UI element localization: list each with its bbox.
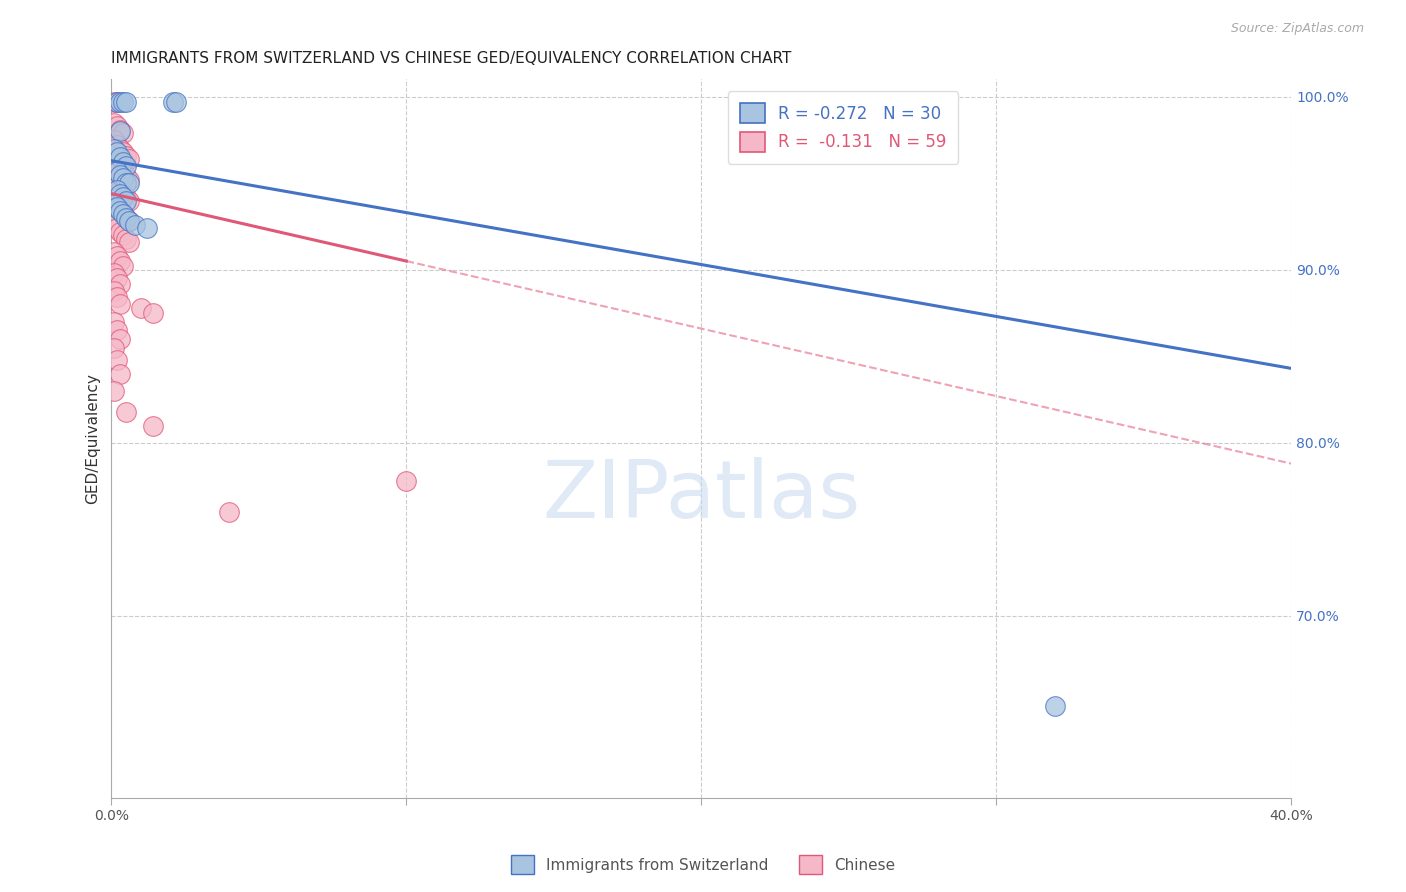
Point — [162, 95, 184, 109]
Point — [115, 194, 138, 208]
Point — [110, 203, 132, 218]
Point — [110, 277, 132, 291]
Point — [110, 183, 132, 197]
Point — [105, 271, 128, 285]
Point — [110, 332, 132, 346]
Point — [110, 254, 132, 268]
Point — [112, 145, 135, 159]
Point — [142, 418, 165, 433]
Point — [112, 207, 135, 221]
Point — [110, 225, 132, 239]
Point — [105, 179, 128, 194]
Point — [110, 186, 132, 201]
Legend: Immigrants from Switzerland, Chinese: Immigrants from Switzerland, Chinese — [505, 849, 901, 880]
Y-axis label: GED/Equivalency: GED/Equivalency — [86, 373, 100, 504]
Point — [118, 173, 141, 187]
Point — [105, 201, 128, 215]
Point — [112, 186, 135, 201]
Point — [105, 249, 128, 263]
Point — [103, 115, 125, 129]
Point — [115, 95, 138, 109]
Point — [103, 133, 125, 147]
Point — [118, 152, 141, 166]
Point — [103, 384, 125, 398]
Point — [110, 203, 132, 218]
Point — [103, 176, 125, 190]
Point — [103, 284, 125, 298]
Point — [115, 405, 138, 419]
Point — [115, 211, 138, 225]
Point — [112, 126, 135, 140]
Point — [105, 290, 128, 304]
Point — [118, 235, 141, 249]
Point — [105, 323, 128, 337]
Point — [105, 352, 128, 367]
Point — [110, 162, 132, 177]
Point — [103, 197, 125, 211]
Point — [135, 221, 157, 235]
Point — [118, 176, 141, 190]
Point — [118, 214, 141, 228]
Point — [218, 505, 240, 519]
Point — [115, 211, 138, 225]
Point — [115, 148, 138, 162]
Point — [103, 218, 125, 232]
Point — [103, 341, 125, 355]
Point — [112, 228, 135, 243]
Point — [105, 95, 128, 109]
Point — [112, 171, 135, 186]
Point — [105, 183, 128, 197]
Text: ZIPatlas: ZIPatlas — [543, 457, 860, 535]
Point — [115, 190, 138, 204]
Point — [129, 301, 152, 315]
Point — [105, 119, 128, 133]
Point — [110, 142, 132, 156]
Point — [112, 207, 135, 221]
Point — [110, 367, 132, 381]
Text: IMMIGRANTS FROM SWITZERLAND VS CHINESE GED/EQUIVALENCY CORRELATION CHART: IMMIGRANTS FROM SWITZERLAND VS CHINESE G… — [111, 51, 792, 66]
Point — [105, 159, 128, 173]
Point — [112, 260, 135, 274]
Point — [115, 231, 138, 245]
Point — [105, 145, 128, 159]
Point — [112, 166, 135, 180]
Point — [110, 124, 132, 138]
Point — [118, 194, 141, 208]
Point — [110, 150, 132, 164]
Point — [105, 164, 128, 178]
Point — [110, 168, 132, 182]
Point — [110, 297, 132, 311]
Point — [110, 122, 132, 136]
Point — [103, 315, 125, 329]
Point — [115, 169, 138, 184]
Point — [103, 245, 125, 260]
Point — [112, 95, 135, 109]
Point — [165, 95, 187, 109]
Point — [103, 95, 125, 109]
Point — [112, 155, 135, 169]
Point — [110, 95, 132, 109]
Point — [115, 176, 138, 190]
Point — [1045, 698, 1067, 713]
Legend: R = -0.272   N = 30, R =  -0.131   N = 59: R = -0.272 N = 30, R = -0.131 N = 59 — [728, 91, 957, 163]
Point — [105, 221, 128, 235]
Point — [105, 201, 128, 215]
Text: Source: ZipAtlas.com: Source: ZipAtlas.com — [1230, 22, 1364, 36]
Point — [142, 306, 165, 320]
Point — [115, 159, 138, 173]
Point — [112, 190, 135, 204]
Point — [103, 142, 125, 156]
Point — [103, 155, 125, 169]
Point — [105, 95, 128, 109]
Point — [118, 214, 141, 228]
Point — [103, 266, 125, 280]
Point — [395, 474, 418, 488]
Point — [124, 218, 146, 232]
Point — [105, 138, 128, 153]
Point — [103, 197, 125, 211]
